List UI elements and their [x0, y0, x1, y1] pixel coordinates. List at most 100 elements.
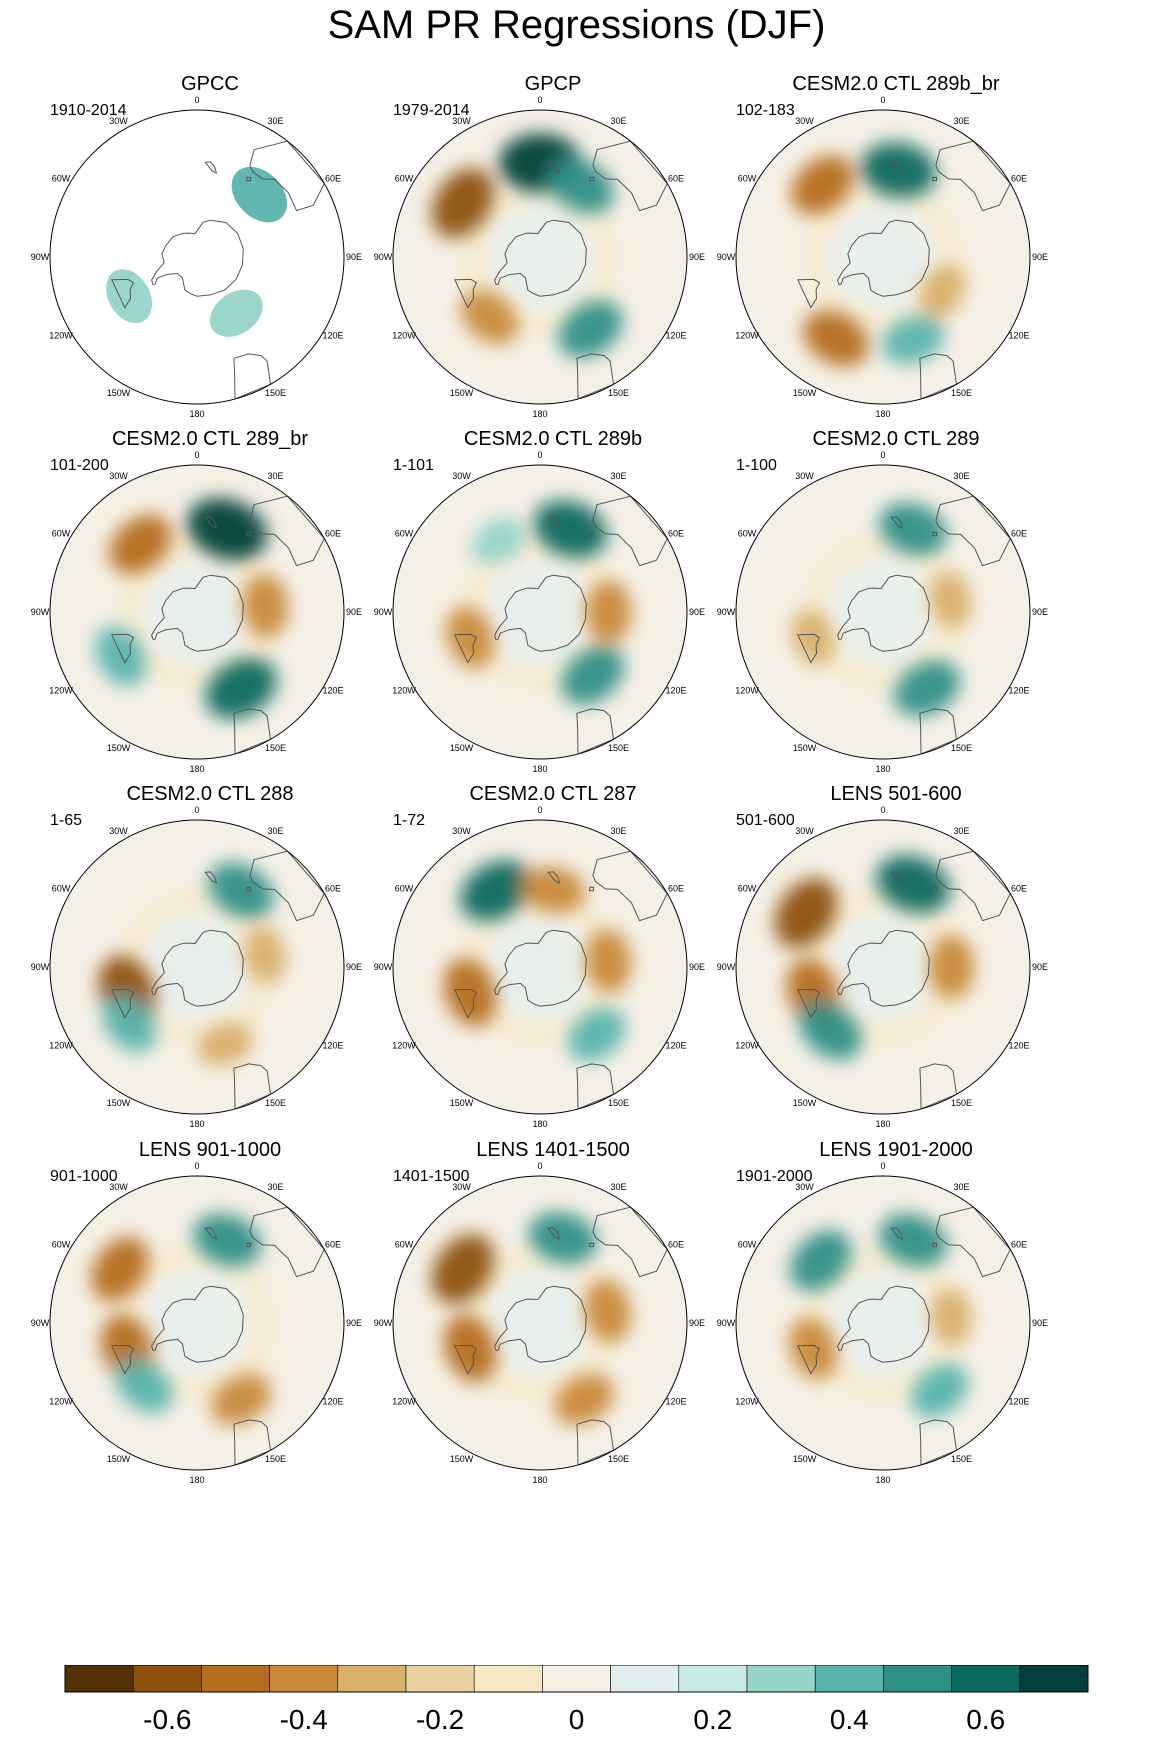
- colorbar-swatch: [337, 1665, 407, 1693]
- longitude-label: 30E: [267, 826, 283, 836]
- anomaly-feature: [205, 658, 277, 719]
- coastline: [932, 531, 938, 537]
- colorbar-swatch: [678, 1665, 748, 1693]
- longitude-label: 120W: [735, 331, 759, 341]
- anomaly-feature: [568, 1007, 626, 1062]
- longitude-label: 120W: [735, 686, 759, 696]
- polar-map: 0 30E 60E 90E 120E 150E 180 150W 120W 90W 60W 30W: [374, 805, 705, 1129]
- longitude-label: 30W: [795, 116, 814, 126]
- longitude-label: 30E: [953, 1182, 969, 1192]
- colorbar-swatch: [542, 1665, 611, 1693]
- coastline: [249, 1206, 325, 1278]
- anomaly-feature: [860, 142, 937, 198]
- longitude-label: 150E: [951, 1098, 972, 1108]
- longitude-label: 0: [194, 805, 199, 815]
- coastline: [837, 929, 930, 1007]
- coastline: [890, 1227, 904, 1240]
- anomaly-feature: [894, 660, 960, 717]
- coastline: [454, 278, 478, 309]
- anomaly-feature: [91, 1236, 149, 1302]
- map-panel: CESM2.0 CTL 289 0 30E 60E 90E 120E 150E 180 150W…: [706, 427, 1086, 822]
- colorbar-swatch: [746, 1665, 816, 1693]
- longitude-label: 0: [880, 1161, 885, 1171]
- colorbar-tick-label: 0.2: [693, 1704, 732, 1735]
- longitude-label: 30W: [795, 471, 814, 481]
- longitude-label: 120E: [322, 331, 343, 341]
- longitude-label: 180: [189, 409, 204, 419]
- coastline: [932, 886, 938, 892]
- colorbar-swatch: [883, 1665, 952, 1693]
- longitude-label: 120E: [1008, 1041, 1029, 1051]
- longitude-label: 60E: [325, 1240, 341, 1250]
- longitude-label: 90W: [717, 252, 736, 262]
- longitude-label: 60W: [395, 529, 414, 539]
- longitude-label: 60E: [1011, 884, 1027, 894]
- longitude-label: 30E: [610, 826, 626, 836]
- polar-map: 0 30E 60E 90E 120E 150E 180 150W 120W 90W 60W 30W: [31, 1161, 362, 1485]
- longitude-label: 150E: [265, 743, 286, 753]
- polar-map: 0 30E 60E 90E 120E 150E 180 150W 120W 90W 60W 30W: [31, 805, 362, 1129]
- longitude-label: 30W: [109, 826, 128, 836]
- polar-map: 0 30E 60E 90E 120E 150E 180 150W 120W 90W 60W 30W: [374, 95, 705, 419]
- anomaly-feature: [774, 878, 838, 948]
- anomaly-feature: [791, 609, 835, 666]
- period-label: 1-72: [393, 812, 426, 829]
- colorbar-swatch: [1019, 1665, 1089, 1693]
- coastline: [932, 1242, 938, 1248]
- anomaly-feature: [791, 155, 854, 215]
- panel-title: CESM2.0 CTL 287: [469, 783, 637, 805]
- colorbar-swatch: [951, 1665, 1021, 1693]
- longitude-label: 30W: [109, 471, 128, 481]
- longitude-label: 60E: [325, 884, 341, 894]
- coastline: [204, 871, 218, 884]
- longitude-label: 30E: [267, 116, 283, 126]
- period-label: 102-183: [736, 102, 795, 119]
- coastline: [151, 929, 244, 1007]
- longitude-label: 0: [537, 450, 542, 460]
- figure-title: SAM PR Regressions (DJF): [327, 3, 826, 47]
- panel-title: CESM2.0 CTL 289_br: [111, 428, 308, 450]
- longitude-label: 30E: [953, 826, 969, 836]
- map-panel: LENS 1401-1500 0 30E 60E 90E 120E 150E 180 150W 1…: [363, 1138, 743, 1533]
- longitude-label: 60E: [1011, 174, 1027, 184]
- map-panel: CESM2.0 CTL 289b 0 30E 60E 90E 120E 150E 180 150…: [363, 427, 743, 822]
- longitude-label: 150E: [608, 1454, 629, 1464]
- longitude-label: 90W: [31, 252, 50, 262]
- longitude-label: 120W: [392, 1041, 416, 1051]
- map-panel: LENS 1901-2000 0 30E 60E 90E 120E 150E 180 150W 1…: [706, 1138, 1086, 1533]
- anomaly-feature: [243, 926, 286, 984]
- map-panel: CESM2.0 CTL 289b_br 0 30E 60E 90E 120E 150E 180…: [706, 72, 1086, 467]
- coastline: [494, 929, 587, 1007]
- coastline: [204, 1227, 218, 1240]
- longitude-label: 180: [875, 1475, 890, 1485]
- polar-cap-anomaly: [148, 1274, 246, 1372]
- coastline: [204, 516, 218, 529]
- coastline: [919, 708, 958, 755]
- polar-cap-anomaly: [491, 208, 589, 306]
- coastline: [592, 140, 668, 212]
- longitude-label: 150W: [793, 743, 817, 753]
- longitude-label: 120W: [735, 1397, 759, 1407]
- map-panel: LENS 501-600 0 30E 60E 90E 120E 150E 180 150W 120…: [706, 782, 1086, 1177]
- anomaly-feature: [443, 1314, 497, 1383]
- polar-cap-anomaly: [148, 563, 246, 661]
- longitude-label: 120E: [322, 686, 343, 696]
- coastline: [935, 495, 1011, 567]
- anomaly-feature: [790, 1230, 852, 1292]
- polar-map: 0 30E 60E 90E 120E 150E 180 150W 120W 90W 60W 30W: [717, 95, 1048, 419]
- longitude-label: 60E: [668, 174, 684, 184]
- colorbar-tick-label: 0.4: [830, 1704, 869, 1735]
- panel-title: GPCC: [181, 73, 239, 95]
- longitude-label: 120E: [665, 1397, 686, 1407]
- longitude-label: 30E: [610, 116, 626, 126]
- longitude-label: 60E: [325, 174, 341, 184]
- longitude-label: 90W: [374, 962, 393, 972]
- longitude-label: 60W: [52, 884, 71, 894]
- anomaly-feature: [445, 606, 495, 669]
- map-panel: CESM2.0 CTL 289_br 0 30E 60E 90E 120E 150E 180 1…: [20, 427, 400, 822]
- coastline: [837, 219, 930, 297]
- coastline: [454, 1344, 478, 1375]
- longitude-label: 150E: [265, 1454, 286, 1464]
- longitude-label: 0: [880, 805, 885, 815]
- longitude-label: 90E: [1032, 607, 1048, 617]
